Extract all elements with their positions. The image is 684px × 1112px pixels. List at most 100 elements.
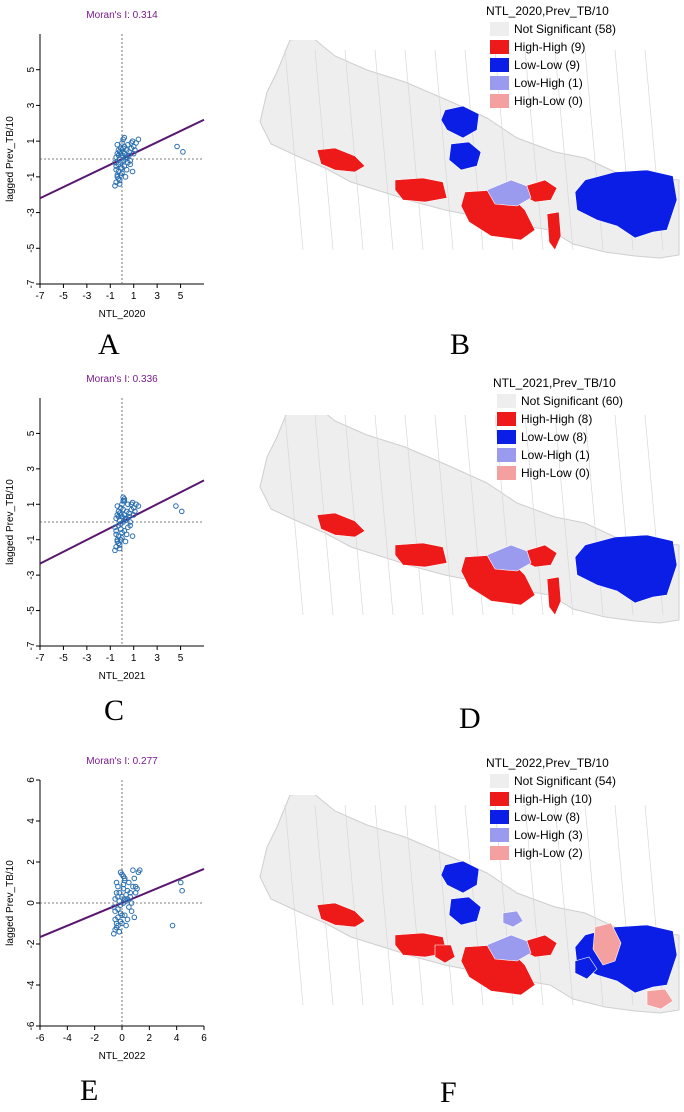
district-high-high (316, 902, 366, 928)
scatter-point (132, 147, 138, 153)
y-tick-label: -5 (26, 243, 37, 252)
x-tick-label: -4 (63, 1033, 72, 1044)
district-boundary (554, 415, 574, 616)
scatter-point (130, 150, 137, 157)
district-low-high (486, 934, 532, 962)
y-tick-label: -5 (26, 606, 37, 615)
scatter-point (120, 885, 127, 892)
district-boundary (284, 49, 304, 251)
district-low-high (486, 179, 532, 207)
scatter-point (179, 887, 185, 894)
district-low-low (440, 105, 480, 139)
legend-swatch (497, 430, 516, 444)
map-outline-not-significant (259, 415, 680, 624)
legend-item-high-high: High-High (8) (493, 410, 623, 428)
district-high-high (316, 512, 366, 538)
scatter-point (130, 867, 136, 873)
x-tick-label: 4 (174, 1033, 180, 1044)
y-tick-label: 5 (26, 430, 37, 436)
legend-label: High-High (8) (521, 412, 593, 426)
district-low-low (574, 534, 678, 604)
district-boundary (374, 415, 394, 616)
y-tick-label: 6 (26, 777, 37, 783)
x-axis-label: NTL_2022 (99, 1051, 146, 1062)
scatter-point (119, 140, 125, 146)
x-tick-label: 5 (178, 653, 184, 664)
scatter-point (123, 166, 130, 173)
scatter-point (126, 904, 132, 910)
x-tick-label: -1 (106, 653, 115, 664)
x-tick-label: 3 (154, 653, 160, 664)
y-tick-label: 3 (26, 466, 37, 472)
legend-label: Low-High (1) (521, 448, 590, 462)
y-tick-label: 3 (26, 102, 37, 108)
legend-label: High-Low (2) (514, 846, 583, 860)
district-boundary (524, 804, 544, 1006)
x-tick-label: -5 (59, 653, 68, 664)
x-tick-label: -6 (36, 1033, 45, 1044)
y-tick-label: -3 (26, 208, 37, 217)
scatter-point (123, 531, 130, 538)
scatter-point (120, 506, 126, 513)
district-low-high (486, 544, 532, 572)
legend-label: Not Significant (54) (514, 774, 617, 788)
legend-swatch (490, 810, 509, 824)
legend-f: NTL_2022,Prev_TB/10 Not Significant (54)… (486, 754, 616, 862)
legend-swatch (490, 792, 509, 806)
legend-label: High-Low (0) (521, 466, 590, 480)
scatter-point (129, 168, 136, 175)
scatter-point (118, 159, 124, 166)
district-boundary (374, 804, 394, 1006)
legend-title: NTL_2021,Prev_TB/10 (493, 376, 616, 390)
y-tick-label: 0 (26, 900, 37, 906)
legend-swatch (497, 394, 516, 408)
legend-item-high-low: High-Low (2) (486, 844, 616, 862)
y-tick-label: -4 (26, 980, 37, 989)
legend-swatch (490, 22, 509, 36)
legend-item-not-significant: Not Significant (58) (486, 20, 616, 38)
scatter-point (116, 889, 123, 896)
district-high-high (546, 211, 562, 251)
scatter-point (122, 174, 129, 180)
moran-scatter-plot-a: Moran's I: 0.314 -7 -5 -3 -1 1 3 5 -7 -5 -3 -1 1 3 5 NT… (5, 10, 205, 320)
y-tick-label: 1 (26, 501, 37, 507)
x-tick-label: 6 (201, 1033, 207, 1044)
district-boundary (284, 415, 304, 616)
scatter-point (127, 519, 133, 525)
scatter-point (126, 879, 132, 886)
y-tick-label: -7 (26, 641, 37, 650)
district-high-high (394, 177, 448, 203)
scatter-point (119, 529, 125, 536)
scatter-point (116, 181, 123, 187)
scatter-point (118, 512, 124, 518)
scatter-point (127, 157, 133, 164)
scatter-point (125, 524, 131, 531)
district-low-low (448, 141, 482, 171)
moran-i-title: Moran's I: 0.336 (86, 374, 158, 385)
legend-swatch (490, 58, 509, 72)
legend-item-high-high: High-High (9) (486, 38, 616, 56)
y-axis-label: lagged Prev_TB/10 (5, 116, 16, 202)
scatter-point (119, 912, 125, 919)
y-tick-label: 1 (26, 138, 37, 144)
scatter-point (124, 896, 131, 902)
scatter-point (123, 922, 129, 929)
district-boundary (434, 804, 454, 1006)
legend-item-low-low: Low-Low (8) (493, 428, 623, 446)
x-tick-label: -5 (59, 291, 68, 302)
legend-swatch (497, 448, 516, 462)
scatter-point (115, 540, 122, 547)
scatter-point (128, 900, 135, 906)
panel-label-d: D (459, 702, 481, 735)
scatter-point (114, 141, 121, 148)
scatter-point (119, 501, 125, 508)
scatter-point (113, 163, 119, 169)
scatter-point (129, 533, 136, 539)
scatter-point (122, 538, 129, 545)
x-tick-label: 1 (131, 291, 137, 302)
legend-item-low-low: Low-Low (8) (486, 808, 616, 826)
legend-item-low-high: Low-High (1) (493, 446, 623, 464)
legend-swatch (490, 76, 509, 90)
district-boundary (524, 415, 544, 616)
scatter-point (130, 505, 137, 511)
